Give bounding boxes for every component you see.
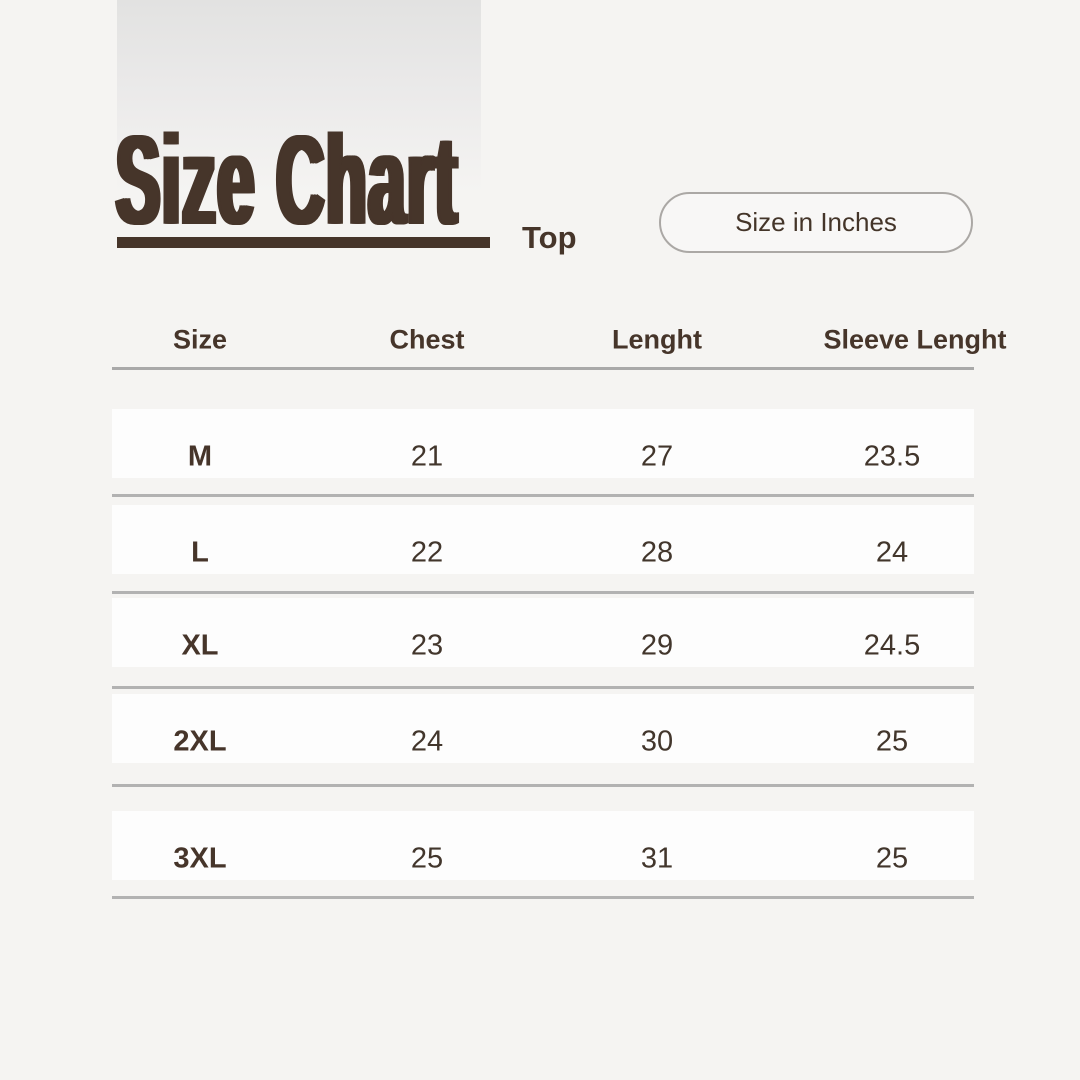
header-gradient-decoration <box>117 0 481 235</box>
table-row-xl: XL 23 29 24.5 <box>112 598 974 667</box>
length-cell: 29 <box>640 629 674 662</box>
size-unit-badge: Size in Inches <box>659 192 973 253</box>
page-title: Size Chart <box>116 109 459 251</box>
column-header-length: Lenght <box>612 324 702 355</box>
length-cell: 30 <box>640 725 674 758</box>
title-underline <box>117 237 490 248</box>
sleeve-length-cell: 23.5 <box>863 440 921 473</box>
row-divider-line <box>112 686 974 689</box>
column-header-chest: Chest <box>389 324 465 355</box>
size-cell: 2XL <box>173 725 227 758</box>
size-cell: XL <box>181 629 219 662</box>
chest-cell: 24 <box>410 725 444 758</box>
table-row-l: L 22 28 24 <box>112 505 974 574</box>
sleeve-length-cell: 24.5 <box>863 629 921 662</box>
size-cell: L <box>191 536 209 569</box>
table-row-m: M 21 27 23.5 <box>112 409 974 478</box>
sleeve-length-cell: 25 <box>875 842 909 875</box>
row-divider-line <box>112 591 974 594</box>
table-row-3xl: 3XL 25 31 25 <box>112 811 974 880</box>
category-label: Top <box>522 220 577 255</box>
chest-cell: 22 <box>410 536 444 569</box>
chest-cell: 23 <box>410 629 444 662</box>
row-divider-line <box>112 784 974 787</box>
chest-cell: 21 <box>410 440 444 473</box>
length-cell: 27 <box>640 440 674 473</box>
size-cell: M <box>187 440 213 473</box>
length-cell: 28 <box>640 536 674 569</box>
chest-cell: 25 <box>410 842 444 875</box>
row-divider-line <box>112 494 974 497</box>
sleeve-length-cell: 25 <box>875 725 909 758</box>
column-header-size: Size <box>172 324 228 355</box>
length-cell: 31 <box>640 842 674 875</box>
table-row-2xl: 2XL 24 30 25 <box>112 694 974 763</box>
sleeve-length-cell: 24 <box>875 536 909 569</box>
table-bottom-line <box>112 896 974 899</box>
header-divider-line <box>112 367 974 370</box>
size-cell: 3XL <box>173 842 227 875</box>
size-unit-badge-label: Size in Inches <box>735 207 897 237</box>
column-header-sleeve-length: Sleeve Lenght <box>823 324 1007 355</box>
